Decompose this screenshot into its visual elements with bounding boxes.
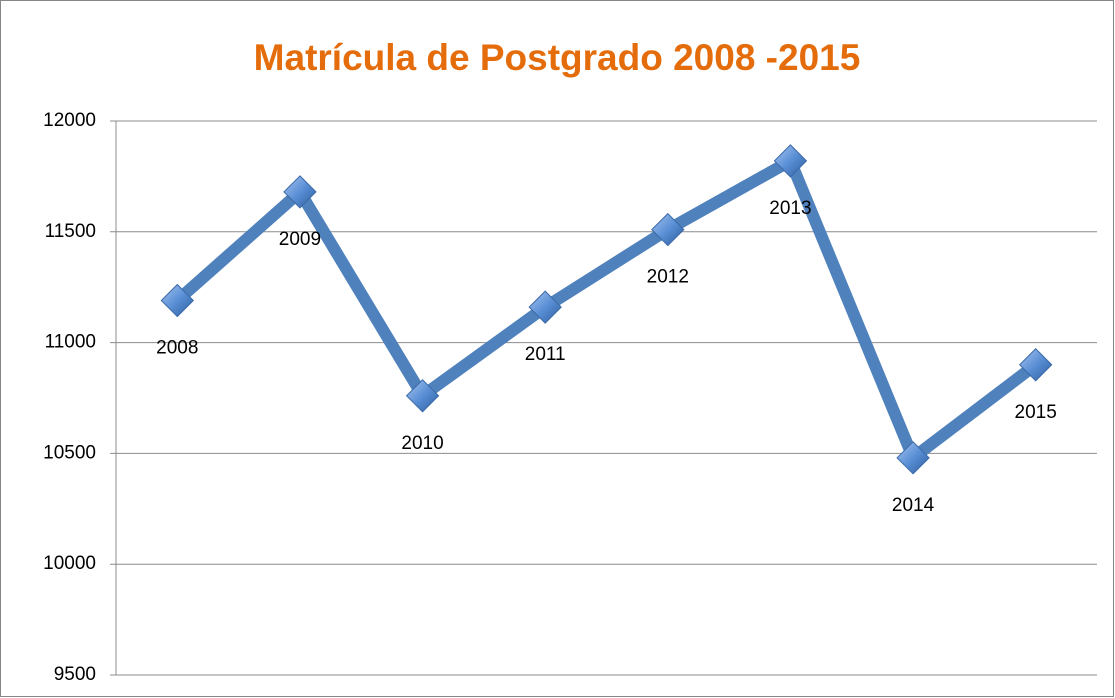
- data-marker: [405, 379, 440, 413]
- y-tick-label: 11000: [45, 332, 96, 353]
- y-tick-label: 9500: [54, 664, 96, 685]
- data-label: 2008: [156, 338, 198, 359]
- chart-title: Matrícula de Postgrado 2008 -2015: [254, 37, 861, 78]
- data-label: 2009: [279, 229, 321, 250]
- data-label: 2015: [1015, 402, 1057, 423]
- y-tick-label: 10000: [43, 553, 96, 574]
- data-marker: [896, 441, 930, 475]
- data-marker: [651, 212, 685, 247]
- y-tick-label: 11500: [45, 221, 96, 242]
- data-marker: [528, 290, 562, 324]
- data-marker: [1018, 348, 1053, 382]
- data-marker: [773, 144, 808, 178]
- data-line: [173, 154, 1040, 464]
- y-tick-label: 10500: [43, 442, 96, 463]
- data-marker: [160, 283, 195, 318]
- data-label: 2014: [892, 495, 935, 516]
- data-label: 2011: [525, 344, 566, 365]
- y-tick-label: 12000: [43, 110, 96, 131]
- data-marker: [283, 175, 317, 209]
- data-label: 2010: [401, 433, 443, 454]
- data-label: 2013: [769, 198, 811, 219]
- data-label: 2012: [647, 267, 689, 288]
